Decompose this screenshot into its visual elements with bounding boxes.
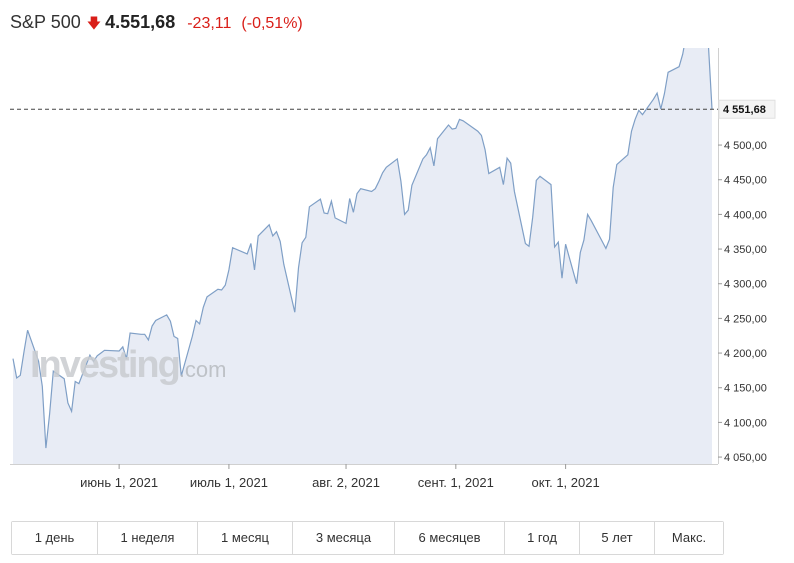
y-tick-label: 4 200,00 bbox=[724, 348, 767, 360]
y-tick-label: 4 050,00 bbox=[724, 452, 767, 464]
y-tick-label: 4 100,00 bbox=[724, 417, 767, 429]
y-tick-label: 4 150,00 bbox=[724, 383, 767, 395]
range-button-8[interactable]: Макс. bbox=[655, 522, 723, 554]
price-change: -23,11 bbox=[187, 15, 232, 32]
instrument-name: S&P 500 bbox=[10, 12, 81, 32]
quote-header: S&P 500 🡇 4.551,68 -23,11 (-0,51%) bbox=[10, 12, 303, 40]
y-tick-label: 4 250,00 bbox=[724, 313, 767, 325]
range-button-7[interactable]: 5 лет bbox=[580, 522, 655, 554]
range-button-2[interactable]: 1 неделя bbox=[98, 522, 198, 554]
arrow-down-icon: 🡇 bbox=[86, 15, 102, 31]
last-price: 4.551,68 bbox=[105, 12, 176, 32]
plot-area bbox=[10, 48, 719, 465]
price-change-percent: (-0,51%) bbox=[241, 15, 303, 32]
x-tick-label: авг. 2, 2021 bbox=[312, 475, 380, 490]
series-line bbox=[12, 48, 713, 449]
range-button-6[interactable]: 1 год bbox=[505, 522, 580, 554]
last-value-label: 4 551,68 bbox=[723, 104, 766, 116]
range-button-3[interactable]: 1 месяц bbox=[198, 522, 293, 554]
y-axis: 4 050,00 4 100,00 4 150,00 4 200,00 4 250,00… bbox=[718, 140, 767, 464]
y-tick-label: 4 350,00 bbox=[724, 244, 767, 256]
range-button-1[interactable]: 1 день bbox=[12, 522, 98, 554]
x-axis: июнь 1, 2021 июль 1, 2021 авг. 2, 2021 сент… bbox=[80, 464, 600, 490]
y-tick-label: 4 400,00 bbox=[724, 209, 767, 221]
x-tick-label: сент. 1, 2021 bbox=[418, 475, 494, 490]
x-tick-label: окт. 1, 2021 bbox=[532, 475, 600, 490]
last-value-marker: 4 551,68 bbox=[10, 99, 776, 119]
time-range-selector: 1 день 1 неделя 1 месяц 3 месяца 6 месяцев 1 … bbox=[11, 521, 724, 555]
x-tick-label: июль 1, 2021 bbox=[190, 475, 268, 490]
watermark-suffix: .com bbox=[178, 357, 227, 382]
y-tick-label: 4 450,00 bbox=[724, 175, 767, 187]
watermark-brand: Investing bbox=[30, 344, 181, 386]
price-chart[interactable]: 4 050,00 4 100,00 4 150,00 4 200,00 4 250,00… bbox=[0, 48, 794, 503]
y-tick-label: 4 300,00 bbox=[724, 279, 767, 291]
range-button-4[interactable]: 3 месяца bbox=[293, 522, 395, 554]
range-button-5[interactable]: 6 месяцев bbox=[395, 522, 505, 554]
y-tick-label: 4 500,00 bbox=[724, 140, 767, 152]
x-tick-label: июнь 1, 2021 bbox=[80, 475, 158, 490]
series-area-fill bbox=[13, 48, 712, 464]
investing-watermark-logo: Investing.com bbox=[30, 344, 227, 387]
last-value-badge bbox=[718, 99, 776, 119]
